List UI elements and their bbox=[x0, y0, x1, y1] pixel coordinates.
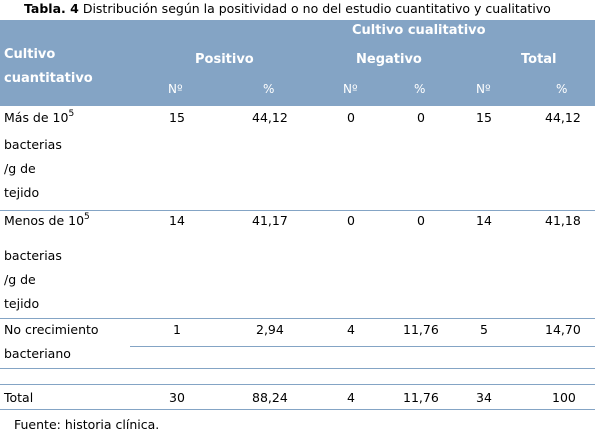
caption-label: Tabla. 4 bbox=[24, 1, 79, 16]
header-positivo: Positivo bbox=[195, 52, 254, 67]
cell-pct-negativo: 0 bbox=[417, 110, 425, 125]
cell-n-positivo: 1 bbox=[173, 322, 181, 337]
cell-n-negativo: 4 bbox=[347, 322, 355, 337]
table-source-note: Fuente: historia clínica. bbox=[14, 417, 160, 432]
cell-pct-total: 14,70 bbox=[545, 322, 581, 337]
row-label-line: bacterias bbox=[4, 137, 62, 152]
header-total: Total bbox=[521, 52, 557, 67]
cell-n-total: 15 bbox=[476, 110, 492, 125]
cell-n-positivo: 14 bbox=[169, 213, 185, 228]
row-divider bbox=[130, 346, 595, 347]
table-bottom-border bbox=[0, 409, 595, 410]
row-label-line: Total bbox=[4, 390, 34, 405]
cell-pct-positivo: 44,12 bbox=[252, 110, 288, 125]
cell-n-total: 14 bbox=[476, 213, 492, 228]
row-label-line: Menos de 105 bbox=[4, 211, 90, 228]
cell-pct-positivo: 41,17 bbox=[252, 213, 288, 228]
header-sub-n-negativo: Nº bbox=[343, 82, 358, 96]
cell-n-total: 5 bbox=[480, 322, 488, 337]
table-caption: Tabla. 4 Distribución según la positivid… bbox=[24, 1, 592, 16]
cell-pct-negativo: 11,76 bbox=[403, 322, 439, 337]
row-label-line: tejido bbox=[4, 296, 40, 311]
cell-pct-total: 100 bbox=[552, 390, 576, 405]
header-sub-pct-negativo: % bbox=[414, 82, 426, 96]
row-divider bbox=[0, 384, 595, 385]
row-label-line: bacteriano bbox=[4, 346, 71, 361]
header-row-label-1: Cultivo bbox=[4, 47, 56, 62]
row-divider bbox=[0, 368, 595, 369]
caption-text: Distribución según la positividad o no d… bbox=[82, 1, 551, 16]
cell-pct-negativo: 11,76 bbox=[403, 390, 439, 405]
cell-n-total: 34 bbox=[476, 390, 492, 405]
header-group-label: Cultivo cualitativo bbox=[352, 23, 486, 38]
cell-pct-total: 44,12 bbox=[545, 110, 581, 125]
header-row-label-2: cuantitativo bbox=[4, 71, 93, 86]
row-label-line: tejido bbox=[4, 185, 40, 200]
cell-n-positivo: 30 bbox=[169, 390, 185, 405]
row-label-line: bacterias bbox=[4, 248, 62, 263]
header-sub-pct-total: % bbox=[556, 82, 568, 96]
row-divider bbox=[0, 210, 595, 211]
header-sub-n-total: Nº bbox=[476, 82, 491, 96]
cell-n-negativo: 4 bbox=[347, 390, 355, 405]
cell-n-negativo: 0 bbox=[347, 110, 355, 125]
header-sub-n-positivo: Nº bbox=[168, 82, 183, 96]
row-label-line: /g de bbox=[4, 272, 36, 287]
row-label-line: /g de bbox=[4, 161, 36, 176]
cell-n-negativo: 0 bbox=[347, 213, 355, 228]
header-sub-pct-positivo: % bbox=[263, 82, 275, 96]
header-negativo: Negativo bbox=[356, 52, 422, 67]
cell-pct-total: 41,18 bbox=[545, 213, 581, 228]
row-divider bbox=[0, 318, 595, 319]
row-label-line: No crecimiento bbox=[4, 322, 99, 337]
cell-n-positivo: 15 bbox=[169, 110, 185, 125]
cell-pct-negativo: 0 bbox=[417, 213, 425, 228]
table-header: Cultivo cualitativo Cultivo cuantitativo… bbox=[0, 20, 595, 106]
row-label-line: Más de 105 bbox=[4, 108, 75, 125]
cell-pct-positivo: 2,94 bbox=[256, 322, 284, 337]
cell-pct-positivo: 88,24 bbox=[252, 390, 288, 405]
